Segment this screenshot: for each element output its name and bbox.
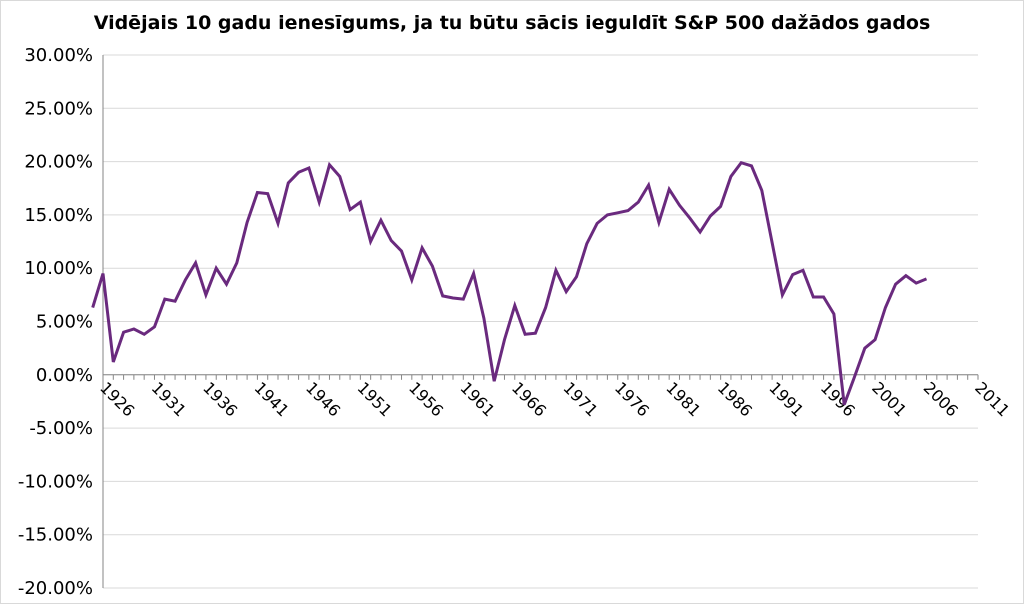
x-tick-label: 2006 bbox=[920, 378, 962, 420]
y-tick-label: 15.00% bbox=[24, 205, 93, 226]
x-tick-label: 1971 bbox=[559, 378, 601, 420]
y-tick-label: -20.00% bbox=[18, 578, 93, 599]
y-tick-label: 20.00% bbox=[24, 152, 93, 173]
x-tick-label: 1961 bbox=[456, 378, 498, 420]
y-axis-tick-labels: 30.00% 25.00% 20.00% 15.00% 10.00% 5.00% 0.00%… bbox=[18, 45, 93, 599]
y-tick-label: 0.00% bbox=[36, 365, 93, 386]
x-tick-label: 1966 bbox=[508, 378, 550, 420]
x-tick-label: 1936 bbox=[199, 378, 241, 420]
y-tick-label: 5.00% bbox=[36, 312, 93, 333]
y-tick-label: 30.00% bbox=[24, 45, 93, 66]
x-axis-tick-labels: 1926 1931 1936 1941 1946 1951 1956 1961 1966 1971… bbox=[96, 378, 1013, 420]
axes bbox=[102, 55, 979, 588]
x-tick-label: 2001 bbox=[868, 378, 910, 420]
x-tick-label: 1941 bbox=[251, 378, 293, 420]
chart-title: Vidējais 10 gadu ienesīgums, ja tu būtu … bbox=[93, 12, 931, 34]
y-tick-label: -15.00% bbox=[18, 525, 93, 546]
x-tick-label: 1946 bbox=[302, 378, 344, 420]
x-tick-label: 1931 bbox=[148, 378, 190, 420]
x-tick-label: 1956 bbox=[405, 378, 447, 420]
y-tick-label: 25.00% bbox=[24, 98, 93, 119]
series-line bbox=[91, 160, 928, 406]
y-tick-label: 10.00% bbox=[24, 258, 93, 279]
x-tick-label: 1981 bbox=[662, 378, 704, 420]
x-tick-label: 1951 bbox=[354, 378, 396, 420]
series-layer bbox=[91, 160, 928, 406]
x-tick-label: 1991 bbox=[765, 378, 807, 420]
y-tick-label: -5.00% bbox=[29, 418, 93, 439]
x-tick-label: 1986 bbox=[714, 378, 756, 420]
y-tick-label: -10.00% bbox=[18, 471, 93, 492]
x-tick-label: 2011 bbox=[971, 378, 1013, 420]
x-tick-label: 1976 bbox=[611, 378, 653, 420]
